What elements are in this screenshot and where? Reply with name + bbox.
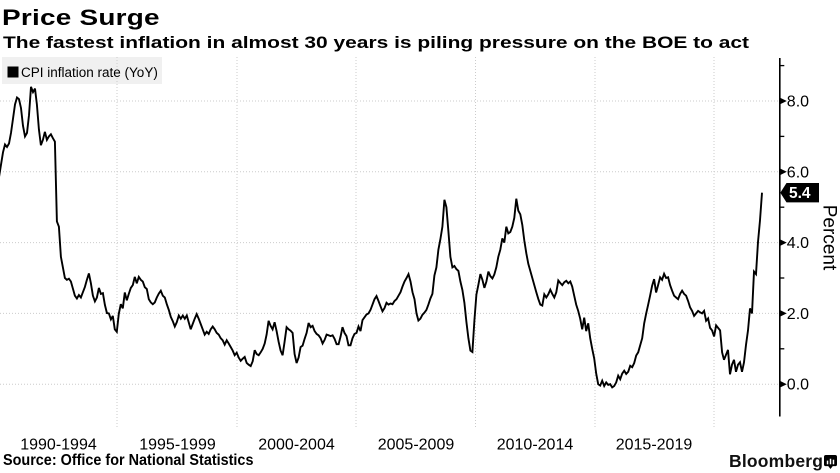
svg-text:Percent: Percent: [819, 205, 840, 271]
svg-text:6.0: 6.0: [787, 164, 809, 181]
svg-text:2.0: 2.0: [787, 306, 809, 323]
svg-text:5.4: 5.4: [789, 185, 811, 202]
svg-text:0.0: 0.0: [787, 377, 809, 394]
svg-text:2005-2009: 2005-2009: [378, 437, 455, 454]
svg-text:8.0: 8.0: [787, 94, 809, 111]
svg-text:2015-2019: 2015-2019: [616, 437, 693, 454]
svg-text:2000-2004: 2000-2004: [258, 437, 335, 454]
svg-text:4.0: 4.0: [787, 235, 809, 252]
svg-text:CPI inflation rate (YoY): CPI inflation rate (YoY): [21, 65, 158, 80]
svg-text:2010-2014: 2010-2014: [497, 437, 574, 454]
svg-text:1990-1994: 1990-1994: [20, 437, 97, 454]
svg-text:1995-1999: 1995-1999: [139, 437, 216, 454]
